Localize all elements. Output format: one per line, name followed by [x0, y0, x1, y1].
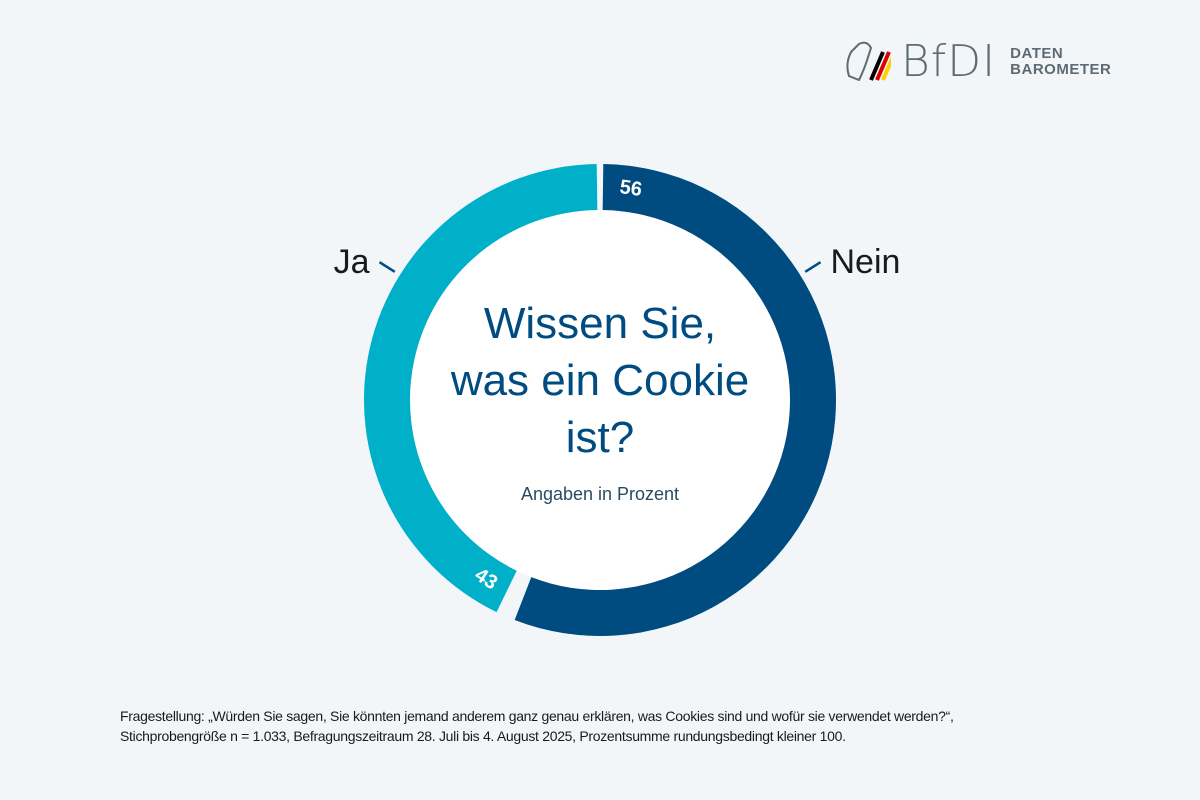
- chart-title-line: was ein Cookie: [450, 356, 749, 405]
- brand-line-2: BAROMETER: [1010, 60, 1112, 78]
- value-label: 56: [618, 176, 643, 201]
- brand-name: BfDI: [901, 36, 997, 87]
- donut-segment-nein: [514, 164, 836, 636]
- category-label-nein: Nein: [830, 243, 900, 281]
- chart-subtitle: Angaben in Prozent: [521, 484, 679, 504]
- chart-title-line: Wissen Sie,: [484, 299, 716, 348]
- leader-line: [804, 261, 822, 273]
- eagle-flag-icon: [846, 41, 891, 81]
- brand-subtitle: DATEN BAROMETER: [1010, 44, 1112, 78]
- donut-center: [410, 210, 790, 590]
- leader-line: [378, 261, 396, 273]
- footnote-line-2: Stichprobengröße n = 1.033, Befragungsze…: [120, 728, 846, 744]
- chart-title-line: ist?: [566, 413, 634, 462]
- bfdi-logo: BfDI DATEN BAROMETER: [845, 36, 1111, 87]
- footnote-line-1: Fragestellung: „Würden Sie sagen, Sie kö…: [120, 708, 954, 724]
- donut-segment-ja: [363, 164, 598, 613]
- brand-line-1: DATEN: [1010, 44, 1064, 62]
- footnote: Fragestellung: „Würden Sie sagen, Sie kö…: [120, 706, 954, 746]
- category-label-ja: Ja: [334, 243, 370, 281]
